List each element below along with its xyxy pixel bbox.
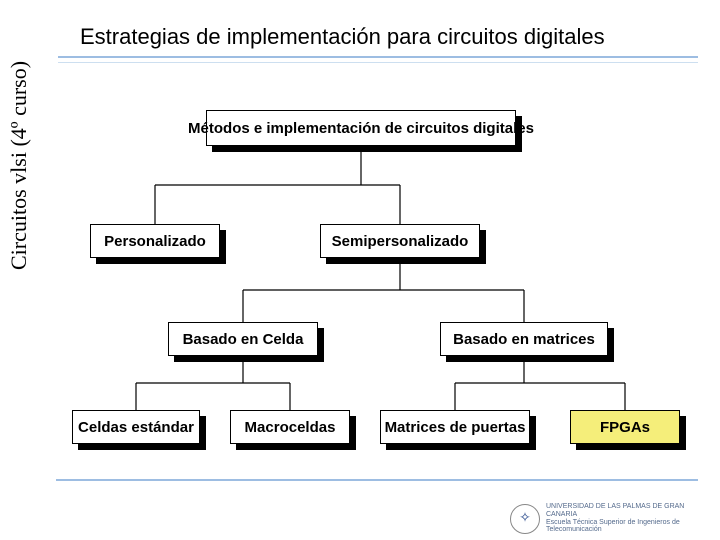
tree-node-root: Métodos e implementación de circuitos di…	[206, 110, 516, 146]
tree-node-label: Semipersonalizado	[320, 224, 480, 258]
tree-node-celda: Basado en Celda	[168, 322, 318, 356]
tree-node-label: Celdas estándar	[72, 410, 200, 444]
tree-node-matr: Basado en matrices	[440, 322, 608, 356]
tree-node-pers: Personalizado	[90, 224, 220, 258]
tree-node-mpuer: Matrices de puertas	[380, 410, 530, 444]
tree-node-macro: Macroceldas	[230, 410, 350, 444]
footer-org2: Escuela Técnica Superior de Ingenieros d…	[546, 519, 696, 534]
tree-node-label: Métodos e implementación de circuitos di…	[206, 110, 516, 146]
tree-node-label: Personalizado	[90, 224, 220, 258]
footer-logo: ✧ UNIVERSIDAD DE LAS PALMAS DE GRAN CANA…	[510, 503, 696, 534]
footer-org1: UNIVERSIDAD DE LAS PALMAS DE GRAN CANARI…	[546, 503, 696, 518]
tree-node-label: Basado en matrices	[440, 322, 608, 356]
tree-node-label: Matrices de puertas	[380, 410, 530, 444]
tree-node-label: Macroceldas	[230, 410, 350, 444]
tree-node-label: Basado en Celda	[168, 322, 318, 356]
footer-rule	[56, 479, 698, 484]
university-crest-icon: ✧	[510, 504, 540, 534]
tree-node-fpga: FPGAs	[570, 410, 680, 444]
tree-node-label: FPGAs	[570, 410, 680, 444]
tree-node-cestd: Celdas estándar	[72, 410, 200, 444]
tree-node-semi: Semipersonalizado	[320, 224, 480, 258]
tree-nodes-layer: Métodos e implementación de circuitos di…	[0, 0, 720, 540]
footer-org-text: UNIVERSIDAD DE LAS PALMAS DE GRAN CANARI…	[546, 503, 696, 534]
